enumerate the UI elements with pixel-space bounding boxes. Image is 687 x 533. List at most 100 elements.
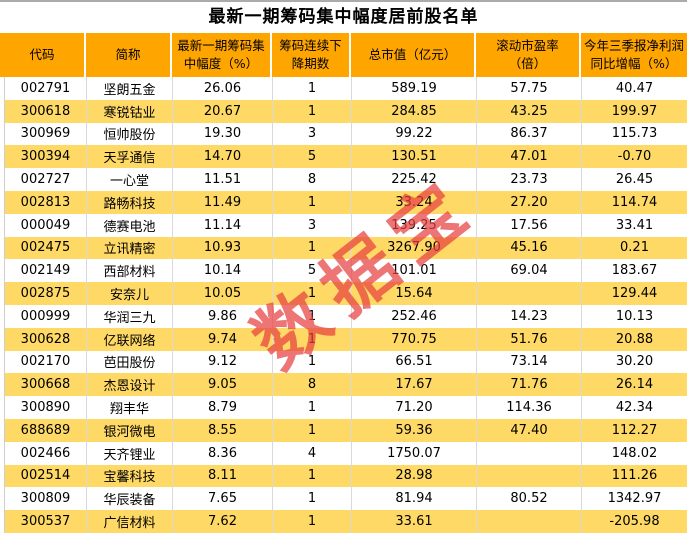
cell: 225.42: [352, 168, 477, 191]
cell: 000049: [5, 213, 87, 237]
cell: 1: [273, 77, 352, 100]
cell: 8.11: [173, 464, 273, 488]
cell: 115.73: [611, 126, 658, 142]
cell: 9.05: [173, 373, 273, 397]
column-header-6: 今年三季报净利润 同比增幅（%）: [583, 37, 684, 71]
cell: 33.24: [352, 190, 477, 214]
cell: 一心堂: [87, 168, 173, 191]
column-header-2: 最新一期筹码集 中幅度（%）: [172, 33, 272, 77]
cell: 33.41: [615, 217, 654, 233]
cell: 8.36: [173, 441, 273, 465]
cell: 天齐锂业: [87, 441, 173, 465]
cell: 183.67: [611, 263, 658, 279]
cell: 111.26: [611, 468, 658, 484]
cell: 86.37: [477, 122, 582, 146]
cell: 9.86: [173, 304, 273, 328]
cell: [477, 282, 582, 305]
cell: 11.51: [173, 168, 273, 191]
cell: 27.20: [477, 190, 582, 214]
cell: 148.02: [611, 445, 658, 461]
cell: 59.36: [352, 418, 477, 442]
cell: 300668: [5, 373, 87, 397]
cell: 10.13: [615, 308, 654, 324]
cell: 1: [273, 510, 352, 533]
cell: 8.55: [173, 418, 273, 442]
cell: 002727: [5, 168, 87, 191]
cell: 112.27: [611, 422, 658, 438]
cell: 1: [273, 282, 352, 305]
cell: 47.01: [477, 145, 582, 169]
cell: 688689: [5, 418, 87, 442]
cell: 15.64: [352, 282, 477, 305]
cell: 80.52: [477, 487, 582, 511]
cell: 8: [273, 168, 352, 191]
cell: 10.05: [173, 282, 273, 305]
cell: 002475: [5, 236, 87, 260]
cell: 14.23: [477, 304, 582, 328]
cell: 0.21: [620, 240, 649, 256]
cell: 1: [273, 304, 352, 328]
cell: 5: [273, 145, 352, 169]
cell: 翔丰华: [87, 396, 173, 419]
cell: 芭田股份: [87, 350, 173, 374]
cell: 杰恩设计: [87, 373, 173, 397]
cell: 284.85: [352, 99, 477, 123]
page-title: 最新一期筹码集中幅度居前股名单: [208, 7, 479, 27]
cell: 40.47: [615, 80, 654, 96]
cell: 002466: [5, 441, 87, 465]
table-row: 002149 西部材料 10.14 5 101.01 69.04 183.67: [4, 259, 687, 283]
cell: 26.14: [615, 377, 654, 393]
cell: 寒锐钴业: [87, 99, 173, 123]
cell: 114.74: [611, 194, 658, 210]
cell: 9.12: [173, 350, 273, 374]
cell: 1750.07: [352, 441, 477, 465]
table-row: 002466 天齐锂业 8.36 4 1750.07 148.02: [4, 441, 687, 465]
column-header-3: 筹码连续下 降期数: [272, 33, 351, 77]
cell: 1: [273, 190, 352, 214]
cell: 西部材料: [87, 259, 173, 283]
cell: 7.62: [173, 510, 273, 533]
cell: 8: [273, 373, 352, 397]
cell: 300890: [5, 396, 87, 419]
cell: 10.93: [173, 236, 273, 260]
table-row: 000049 德赛电池 11.14 3 139.25 17.56 33.41: [4, 213, 687, 237]
cell: [477, 510, 582, 533]
cell: 300809: [5, 487, 87, 511]
cell: 17.67: [352, 373, 477, 397]
table-row: 002514 宝馨科技 8.11 1 28.98 111.26: [4, 464, 687, 488]
cell: 51.76: [477, 327, 582, 351]
cell: 7.65: [173, 487, 273, 511]
cell: 69.04: [477, 259, 582, 283]
cell: 1: [273, 418, 352, 442]
cell: [477, 464, 582, 488]
cell: 000999: [5, 304, 87, 328]
cell: 002791: [5, 77, 87, 100]
cell: 4: [273, 441, 352, 465]
table-row: 300969 恒帅股份 19.30 3 99.22 86.37 115.73: [4, 122, 687, 146]
cell: 20.88: [615, 331, 654, 347]
cell: 1: [273, 350, 352, 374]
cell: 43.25: [477, 99, 582, 123]
cell: 19.30: [173, 122, 273, 146]
cell: 81.94: [352, 487, 477, 511]
cell: 8.79: [173, 396, 273, 419]
cell: 300394: [5, 145, 87, 169]
cell: 11.49: [173, 190, 273, 214]
table-row: 002813 路畅科技 11.49 1 33.24 27.20 114.74: [4, 190, 687, 214]
cell: 3267.90: [352, 236, 477, 260]
cell: [477, 441, 582, 465]
cell: 华辰装备: [87, 487, 173, 511]
cell: 立讯精密: [87, 236, 173, 260]
table-row: 300890 翔丰华 8.79 1 71.20 114.36 42.34: [4, 396, 687, 419]
cell: 1: [273, 327, 352, 351]
table-row: 300537 广信材料 7.62 1 33.61 -205.98: [4, 510, 687, 533]
cell: 3: [273, 122, 352, 146]
cell: 71.20: [352, 396, 477, 419]
cell: 10.14: [173, 259, 273, 283]
cell: 德赛电池: [87, 213, 173, 237]
cell: 1: [273, 464, 352, 488]
cell: 252.46: [352, 304, 477, 328]
cell: 亿联网络: [87, 327, 173, 351]
table-row: 300668 杰恩设计 9.05 8 17.67 71.76 26.14: [4, 373, 687, 397]
